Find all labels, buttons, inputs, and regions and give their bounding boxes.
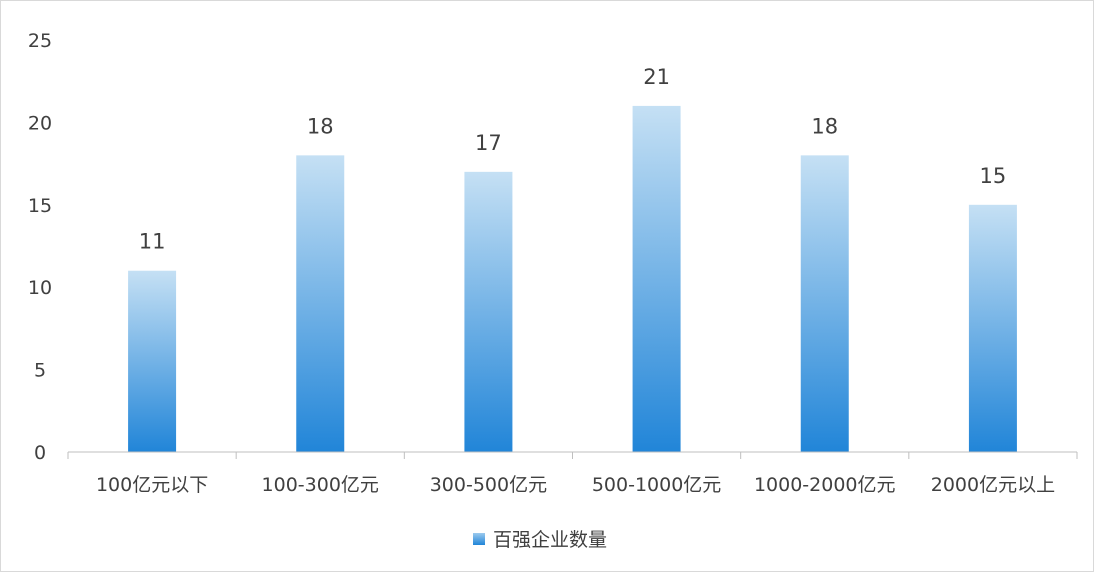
- x-tick-label: 500-1000亿元: [592, 474, 721, 496]
- y-tick-label: 10: [28, 277, 52, 299]
- bar: [968, 204, 1017, 452]
- x-tick-label: 2000亿元以上: [931, 474, 1055, 496]
- x-axis-labels: 100亿元以下 100-300亿元 300-500亿元 500-1000亿元 1000-…: [96, 474, 1055, 496]
- y-tick-label: 20: [28, 112, 52, 134]
- data-label: 17: [475, 131, 502, 155]
- y-tick-label: 5: [34, 360, 46, 382]
- legend-swatch: [473, 533, 485, 545]
- x-tick-label: 300-500亿元: [430, 474, 547, 496]
- data-label: 18: [811, 114, 838, 138]
- y-axis: 0 5 10 15 20 25: [28, 30, 52, 464]
- y-tick-label: 0: [34, 442, 46, 464]
- y-tick-label: 15: [28, 195, 52, 217]
- legend-label: 百强企业数量: [493, 529, 607, 551]
- data-label: 11: [139, 230, 166, 254]
- data-label: 21: [643, 65, 670, 89]
- bar: [296, 155, 345, 453]
- x-tick-label: 100-300亿元: [262, 474, 379, 496]
- legend: 百强企业数量: [473, 529, 607, 551]
- bar: [128, 270, 177, 452]
- data-label: 15: [980, 164, 1007, 188]
- bars-group: [128, 105, 1017, 453]
- bar: [800, 155, 849, 453]
- x-axis-ticks: [67, 452, 1078, 459]
- data-label: 18: [307, 114, 334, 138]
- x-tick-label: 1000-2000亿元: [754, 474, 896, 496]
- bar: [632, 105, 681, 453]
- x-tick-label: 100亿元以下: [96, 474, 208, 496]
- data-labels: 11 18 17 21 18 15: [139, 65, 1007, 254]
- y-tick-label: 25: [28, 30, 52, 52]
- bar: [464, 171, 513, 452]
